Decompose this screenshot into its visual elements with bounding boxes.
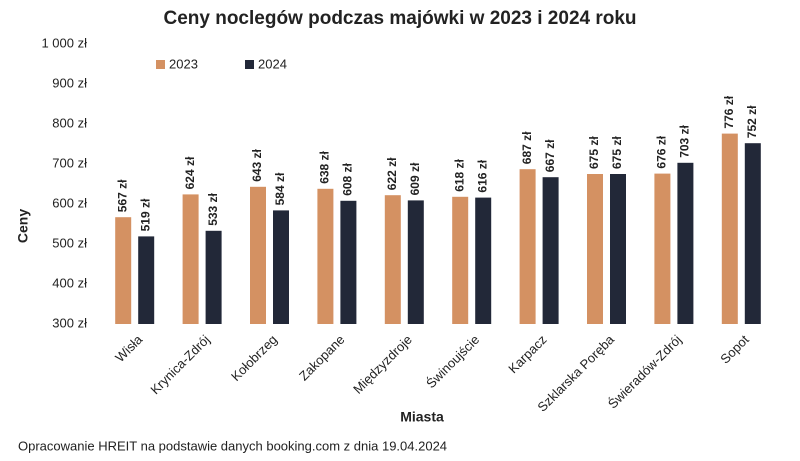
- value-label: 622 zł: [385, 157, 399, 190]
- value-label: 616 zł: [475, 159, 489, 192]
- value-label: 584 zł: [273, 172, 287, 205]
- bar: [115, 217, 132, 324]
- bar: [317, 188, 334, 324]
- x-tick-label: Wisła: [112, 331, 146, 365]
- x-tick-label: Sopot: [717, 332, 752, 367]
- value-label: 618 zł: [452, 158, 466, 191]
- value-label: 519 zł: [138, 198, 152, 231]
- bar: [384, 195, 401, 324]
- chart-title: Ceny noclegów podczas majówki w 2023 i 2…: [163, 8, 636, 29]
- bar: [677, 162, 694, 324]
- y-tick-label: 400 zł: [52, 275, 87, 290]
- value-label: 608 zł: [341, 162, 355, 195]
- bar: [205, 230, 222, 324]
- bar: [610, 174, 626, 324]
- y-tick-label: 1 000 zł: [41, 35, 87, 50]
- bar: [744, 143, 761, 324]
- y-tick-label: 900 zł: [52, 75, 87, 90]
- y-tick-label: 800 zł: [52, 115, 87, 130]
- value-label: 609 zł: [408, 162, 422, 195]
- value-label: 624 zł: [183, 156, 197, 189]
- bar: [182, 194, 199, 324]
- bar: [654, 173, 671, 324]
- y-tick-label: 300 zł: [52, 315, 87, 330]
- x-tick-label: Karpacz: [505, 332, 549, 376]
- value-label: 776 zł: [722, 95, 736, 128]
- bar: [587, 174, 603, 324]
- bar: [273, 210, 289, 324]
- legend-label: 2024: [258, 56, 287, 71]
- bar: [407, 200, 424, 324]
- value-label: 533 zł: [206, 192, 220, 225]
- y-tick-label: 700 zł: [52, 155, 87, 170]
- bar: [721, 133, 738, 324]
- y-tick-label: 600 zł: [52, 195, 87, 210]
- x-tick-label: Świnoujście: [423, 332, 482, 391]
- value-label: 675 zł: [610, 136, 624, 169]
- source-note: Opracowanie HREIT na podstawie danych bo…: [18, 438, 447, 453]
- bar: [138, 236, 155, 324]
- bar: [452, 196, 469, 324]
- value-label: 675 zł: [587, 136, 601, 169]
- value-label: 567 zł: [115, 179, 129, 212]
- x-tick-label: Krynica-Zdrój: [147, 332, 212, 397]
- bar: [542, 177, 559, 324]
- value-label: 752 zł: [745, 105, 759, 138]
- legend-swatch: [245, 60, 254, 69]
- legend-swatch: [156, 60, 165, 69]
- value-label: 703 zł: [678, 124, 692, 157]
- value-label: 687 zł: [520, 131, 534, 164]
- bar: [475, 197, 492, 324]
- bar: [340, 200, 357, 324]
- legend-label: 2023: [169, 56, 198, 71]
- bar: [250, 186, 266, 324]
- x-tick-label: Zakopane: [296, 332, 347, 383]
- value-label: 667 zł: [543, 139, 557, 172]
- value-label: 638 zł: [318, 150, 332, 183]
- x-tick-label: Międzyzdroje: [350, 332, 415, 397]
- x-tick-label: Kołobrzeg: [228, 332, 280, 384]
- y-tick-label: 500 zł: [52, 235, 87, 250]
- value-label: 643 zł: [250, 148, 264, 181]
- x-axis-title: Miasta: [400, 409, 444, 425]
- y-axis-title: Ceny: [15, 209, 31, 243]
- value-label: 676 zł: [655, 135, 669, 168]
- x-tick-label: Świeradów-Zdrój: [605, 332, 685, 412]
- bar: [519, 169, 536, 324]
